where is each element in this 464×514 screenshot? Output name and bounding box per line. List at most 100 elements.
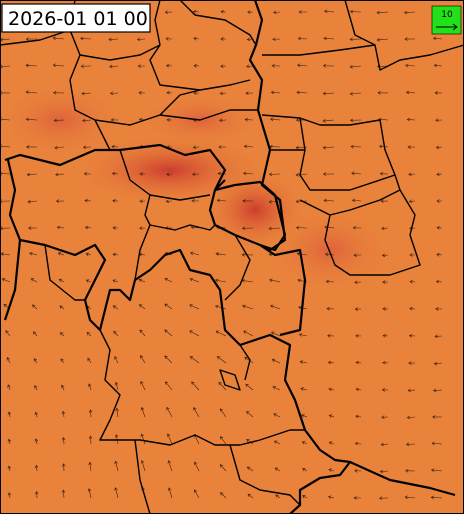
wind-arrow: [193, 407, 200, 418]
wind-arrow: [218, 145, 227, 149]
wind-arrow: [219, 436, 227, 445]
wind-arrow: [349, 9, 362, 14]
wind-arrow: [33, 331, 38, 337]
wind-arrow: [354, 307, 362, 311]
wind-arrow: [322, 91, 335, 96]
wind-arrow: [351, 171, 362, 176]
wind-arrow: [298, 10, 308, 14]
wind-arrow: [34, 384, 38, 391]
wind-arrow: [139, 172, 146, 176]
wind-arrow: [379, 469, 389, 474]
wind-arrow: [84, 225, 92, 230]
wind-arrow: [297, 36, 308, 41]
wind-arrow: [165, 381, 173, 391]
wind-arrow: [245, 383, 254, 391]
wind-arrow: [432, 388, 443, 393]
wind-arrow: [193, 36, 200, 41]
wind-arrow: [376, 10, 389, 15]
border: [79, 44, 161, 61]
wind-arrow: [109, 91, 119, 96]
wind-arrow: [436, 252, 443, 257]
wind-arrow: [164, 329, 173, 337]
wind-arrow: [246, 466, 254, 472]
wind-arrow: [407, 388, 416, 393]
wind-arrow: [192, 145, 200, 150]
wind-arrow: [88, 409, 93, 418]
wind-arrow: [269, 278, 281, 283]
wind-arrow: [354, 441, 362, 446]
wind-arrow: [246, 411, 254, 418]
wind-arrow: [271, 358, 281, 364]
wind-arrow: [404, 37, 416, 41]
wind-arrow: [324, 252, 335, 257]
wind-arrow: [405, 468, 416, 473]
wind-arrow: [245, 91, 254, 95]
wind-arrow: [220, 9, 227, 14]
wind-arrow: [189, 330, 200, 337]
wind-arrow: [381, 388, 389, 392]
wind-arrow: [244, 356, 254, 364]
wind-arrow: [322, 172, 335, 176]
wind-arrow: [409, 306, 416, 311]
wind-arrow: [111, 171, 119, 176]
wind-arrow: [273, 440, 281, 445]
wind-arrow: [244, 117, 254, 122]
wind-arrow: [353, 496, 362, 500]
wind-arrow: [355, 387, 362, 392]
wind-arrow: [409, 279, 416, 284]
legend-box: [431, 5, 462, 35]
wind-arrow: [61, 489, 66, 499]
wind-arrow: [353, 253, 362, 257]
wind-arrow: [83, 172, 92, 176]
border: [219, 369, 241, 391]
wind-arrow: [88, 461, 92, 472]
wind-arrow: [242, 304, 254, 310]
border: [299, 117, 396, 191]
wind-arrow: [382, 360, 389, 365]
wind-arrow: [408, 334, 416, 338]
border: [99, 329, 305, 446]
wind-arrow: [32, 304, 38, 310]
wind-arrow: [432, 36, 443, 41]
wind-arrow: [7, 438, 12, 445]
wind-arrow: [268, 172, 281, 177]
wind-arrow: [85, 279, 92, 283]
wind-arrow: [61, 463, 66, 472]
wind-arrow: [82, 118, 92, 123]
wind-arrow: [34, 464, 39, 472]
wind-arrow: [215, 330, 227, 337]
wind-arrow: [220, 492, 227, 499]
wind-arrow: [379, 171, 389, 176]
border: [159, 109, 258, 121]
wind-arrow: [328, 441, 335, 445]
wind-arrow: [430, 468, 443, 472]
wind-arrow: [81, 91, 92, 96]
wind-arrow: [354, 469, 362, 473]
wind-arrow: [191, 199, 200, 203]
wind-arrow: [190, 251, 200, 256]
wind-arrow: [323, 198, 335, 203]
wind-arrow: [112, 252, 119, 257]
wind-arrow: [112, 226, 119, 230]
wind-arrow: [433, 63, 443, 68]
wind-arrow: [299, 360, 308, 364]
wind-arrow: [140, 406, 146, 418]
wind-arrow: [85, 252, 92, 256]
wind-arrow: [381, 415, 389, 419]
wind-arrow: [218, 381, 227, 391]
wind-arrow: [136, 37, 146, 42]
wind-arrow: [52, 36, 65, 40]
wind-arrow: [25, 117, 38, 122]
border: [134, 224, 151, 281]
wind-arrow: [52, 63, 65, 68]
wind-arrow: [6, 357, 11, 364]
wind-arrow: [219, 408, 227, 418]
wind-arrow: [269, 117, 281, 122]
wind-arrow: [435, 118, 443, 123]
wind-arrow: [247, 493, 254, 499]
wind-arrow: [301, 414, 308, 418]
concentration-high: [75, 135, 265, 205]
wind-arrow: [27, 199, 38, 204]
wind-arrow: [405, 442, 416, 447]
wind-arrow: [408, 199, 416, 204]
